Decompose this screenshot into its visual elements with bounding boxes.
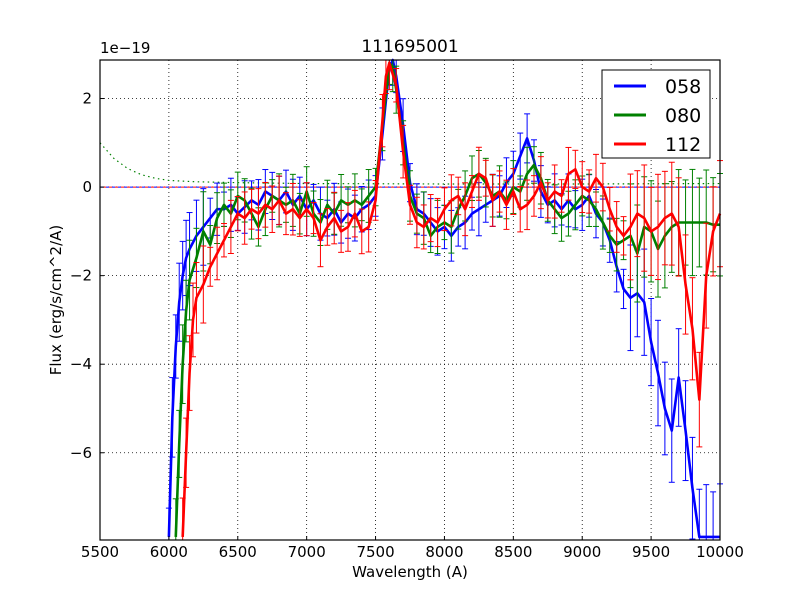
y-tick-label: 2 (82, 90, 92, 108)
x-tick-label: 8500 (494, 543, 532, 561)
y-tick-label: −6 (70, 444, 92, 462)
x-tick-label: 9500 (632, 543, 670, 561)
x-tick-label: 6000 (150, 543, 188, 561)
plot-frame (99, 59, 721, 541)
series-line-112 (181, 61, 722, 537)
series-112 (179, 60, 723, 540)
chart-title: 111695001 (361, 37, 458, 57)
series-layer (165, 58, 723, 540)
legend-label-080: 080 (665, 105, 701, 127)
x-axis-ticks: 5500 6000 6500 7000 7500 8000 8500 9000 9500 1000… (81, 536, 744, 561)
x-axis-label: Wavelength (A) (352, 563, 468, 581)
x-tick-label: 6500 (219, 543, 257, 561)
x-tick-label: 7500 (356, 543, 394, 561)
y-axis-label: Flux (erg/s/cm^2/A) (47, 225, 65, 376)
x-tick-label: 9000 (563, 543, 601, 561)
y-tick-label: 0 (82, 178, 92, 196)
x-tick-label: 5500 (81, 543, 119, 561)
x-tick-label: 7000 (288, 543, 326, 561)
legend-label-112: 112 (665, 134, 701, 156)
legend-label-058: 058 (665, 76, 701, 98)
legend: 058 080 112 (601, 69, 711, 159)
y-axis-ticks: 2 0 −2 −4 −6 (70, 90, 104, 462)
y-tick-label: −2 (70, 267, 92, 285)
y-tick-label: −4 (70, 355, 92, 373)
x-tick-label: 8000 (425, 543, 463, 561)
sky-model-green (99, 142, 721, 185)
y-scale-offset-label: 1e−19 (100, 39, 150, 57)
x-tick-label: 10000 (696, 543, 744, 561)
